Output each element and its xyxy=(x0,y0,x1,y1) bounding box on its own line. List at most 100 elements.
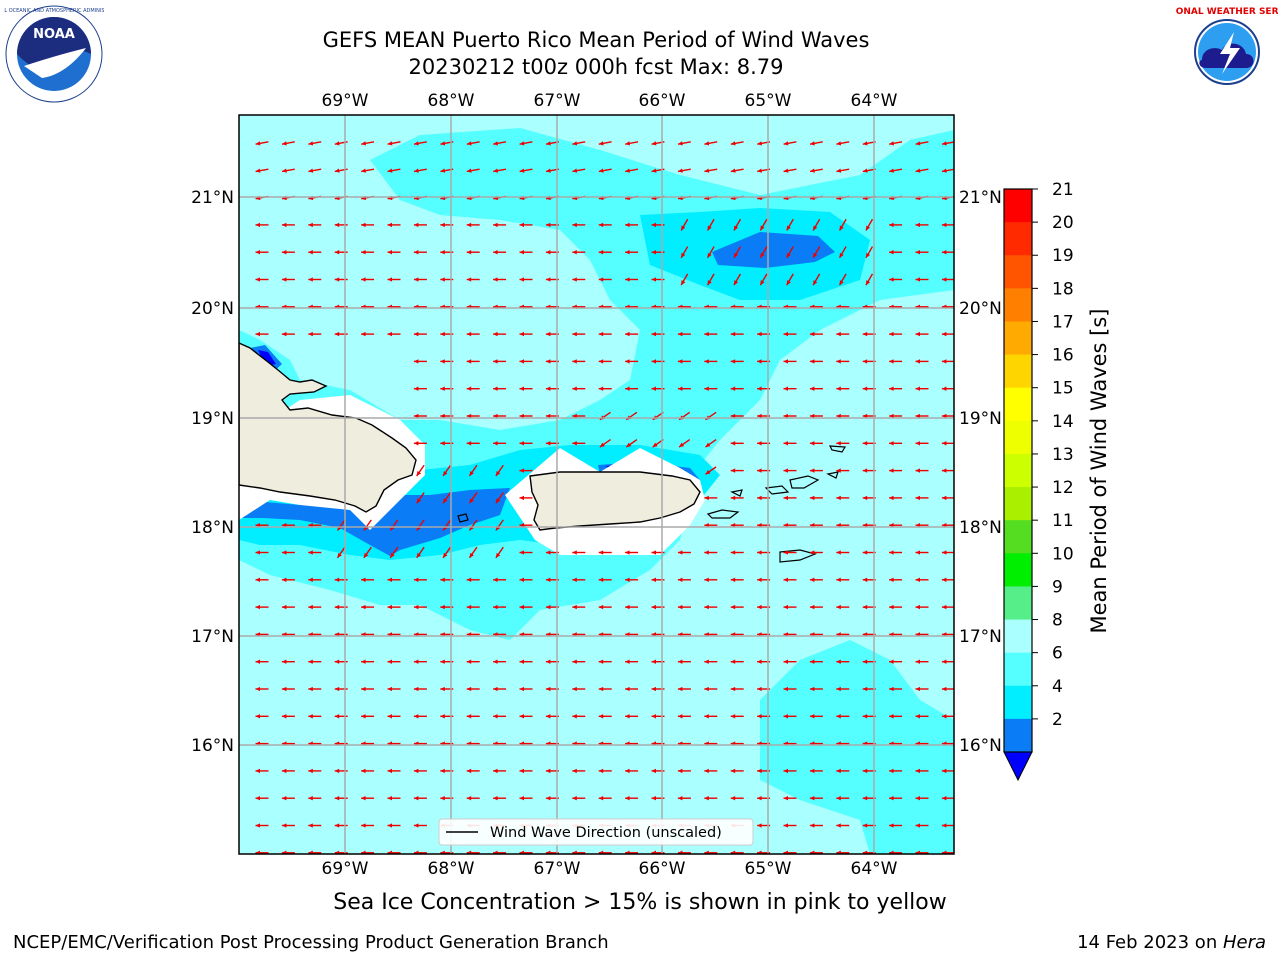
wind-arrow-head xyxy=(281,659,287,664)
wind-arrow-head xyxy=(519,659,525,664)
wind-arrow-head xyxy=(681,225,686,231)
colorbar-band xyxy=(1004,619,1032,654)
wind-arrow-head xyxy=(865,252,871,258)
wind-arrow-head xyxy=(281,331,287,337)
wind-arrow-head xyxy=(836,850,841,854)
wind-arrow-head xyxy=(730,141,736,146)
wind-arrow-head xyxy=(519,222,525,228)
wind-arrow-head xyxy=(334,796,340,801)
wind-arrow-head xyxy=(730,331,736,337)
wind-arrow-head xyxy=(651,386,657,391)
colorbar-band xyxy=(1004,420,1032,455)
wind-arrow-head xyxy=(466,768,472,774)
wind-arrow-head xyxy=(387,577,393,582)
wind-arrow-head xyxy=(599,442,605,448)
wind-arrow-head xyxy=(730,577,736,582)
colorbar-extend-min xyxy=(1003,751,1033,782)
wind-arrow-head xyxy=(466,604,472,610)
wind-arrow-head xyxy=(519,468,525,473)
wind-arrow-head xyxy=(941,168,947,173)
wind-arrow-head xyxy=(545,441,551,446)
wind-arrow-head xyxy=(889,386,894,391)
wind-arrow-head xyxy=(495,470,501,476)
wind-arrow-head xyxy=(889,141,895,146)
wind-arrow-head xyxy=(862,659,868,664)
colorbar-band xyxy=(1004,453,1032,488)
wind-arrow-head xyxy=(704,604,709,610)
wind-arrow-head xyxy=(308,250,313,255)
colorbar-tick-label: 14 xyxy=(1052,412,1074,432)
wind-arrow-head xyxy=(941,277,947,282)
wind-arrow-head xyxy=(255,550,261,555)
wind-arrow-head xyxy=(387,604,393,610)
wind-arrow-head xyxy=(757,796,762,801)
wind-arrow-head xyxy=(572,359,577,364)
wind-arrow-head xyxy=(413,222,419,228)
wind-arrow-head xyxy=(625,659,630,664)
lat-label: 17°N xyxy=(191,627,234,647)
wind-arrow-head xyxy=(255,250,261,255)
wind-arrow-head xyxy=(625,850,630,854)
wind-arrow-head xyxy=(387,850,393,854)
wind-arrow-head xyxy=(545,768,551,774)
wind-arrow-head xyxy=(361,277,366,282)
lat-label: 18°N xyxy=(191,518,234,538)
wind-arrow-head xyxy=(255,168,261,173)
wind-arrow-head xyxy=(416,552,422,558)
wind-arrow-head xyxy=(281,768,287,774)
wind-arrow-head xyxy=(625,277,630,282)
wind-arrow-head xyxy=(626,442,632,448)
wind-arrow-head xyxy=(281,850,287,854)
wind-arrow-head xyxy=(730,468,736,473)
wind-arrow-head xyxy=(361,250,366,255)
wind-arrow-head xyxy=(783,168,789,173)
wind-arrow-head xyxy=(730,686,736,692)
wind-arrow-head xyxy=(941,577,947,582)
wind-arrow-head xyxy=(443,552,448,558)
wind-arrow-head xyxy=(836,141,842,146)
wind-arrow-head xyxy=(493,768,498,774)
wind-arrow-head xyxy=(941,495,947,501)
wind-arrow-head xyxy=(941,823,947,828)
wind-arrow-head xyxy=(334,768,340,774)
wind-arrow-head xyxy=(730,604,736,610)
wind-arrow-head xyxy=(704,714,709,719)
lat-label: 16°N xyxy=(959,736,1002,756)
wind-arrow-head xyxy=(757,468,762,473)
wind-arrow-head xyxy=(308,550,313,555)
wind-arrow-head xyxy=(519,550,525,555)
wind-arrow-head xyxy=(413,577,419,582)
wind-arrow-head xyxy=(440,168,446,173)
wind-arrow-head xyxy=(862,550,868,555)
wind-arrow-head xyxy=(413,850,419,854)
wind-arrow-head xyxy=(707,280,712,286)
wind-arrow-head xyxy=(334,604,340,610)
lat-labels-left: 21°N 20°N 19°N 18°N 17°N 16°N xyxy=(191,188,234,756)
wind-arrow-head xyxy=(545,359,551,364)
wind-arrow-head xyxy=(651,277,657,282)
wind-arrow-head xyxy=(915,796,921,801)
wind-arrow-head xyxy=(783,577,789,582)
wind-arrow-head xyxy=(730,768,736,774)
wind-arrow-head xyxy=(836,168,842,173)
wind-arrow-head xyxy=(915,604,921,610)
wind-arrow-head xyxy=(361,796,366,801)
wind-arrow-head xyxy=(651,604,657,610)
wind-arrow-head xyxy=(413,714,419,719)
wind-arrow-head xyxy=(413,796,419,801)
wind-arrow-head xyxy=(545,141,551,146)
wind-arrow-head xyxy=(651,168,657,173)
wind-arrow-head xyxy=(625,141,631,146)
map-frame xyxy=(238,114,955,855)
wind-arrow-head xyxy=(572,796,577,801)
wind-arrow-head xyxy=(915,168,921,173)
wind-arrow-head xyxy=(469,552,474,558)
colorbar-frame xyxy=(1003,188,1033,753)
wind-arrow-head xyxy=(598,714,604,719)
lat-label: 18°N xyxy=(959,518,1002,538)
wind-arrow-head xyxy=(651,796,657,801)
wind-arrow-head xyxy=(387,331,393,337)
wind-arrow-head xyxy=(836,359,841,364)
wind-arrow-head xyxy=(493,277,498,282)
wind-arrow-head xyxy=(809,577,815,582)
